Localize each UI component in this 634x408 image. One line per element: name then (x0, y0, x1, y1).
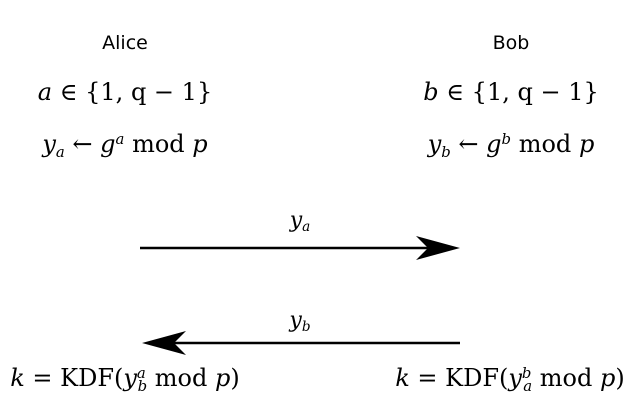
message-label-yb: yb (289, 308, 311, 336)
bob-public-value: yb ← gb mod p (427, 129, 595, 161)
bob-derived-key: k = KDF(yba mod p) (395, 363, 625, 395)
message-label-ya: ya (289, 208, 311, 236)
alice-label: Alice (102, 32, 148, 54)
bob-label: Bob (492, 32, 530, 54)
arrow-alice-to-bob-head (416, 236, 460, 260)
alice-secret-choice: a ∈ {1, q − 1} (37, 78, 213, 106)
bob-secret-choice: b ∈ {1, q − 1} (423, 78, 599, 106)
alice-derived-key: k = KDF(yab mod p) (10, 363, 240, 395)
alice-public-value: ya ← ga mod p (42, 129, 208, 161)
arrow-bob-to-alice-head (142, 331, 186, 355)
